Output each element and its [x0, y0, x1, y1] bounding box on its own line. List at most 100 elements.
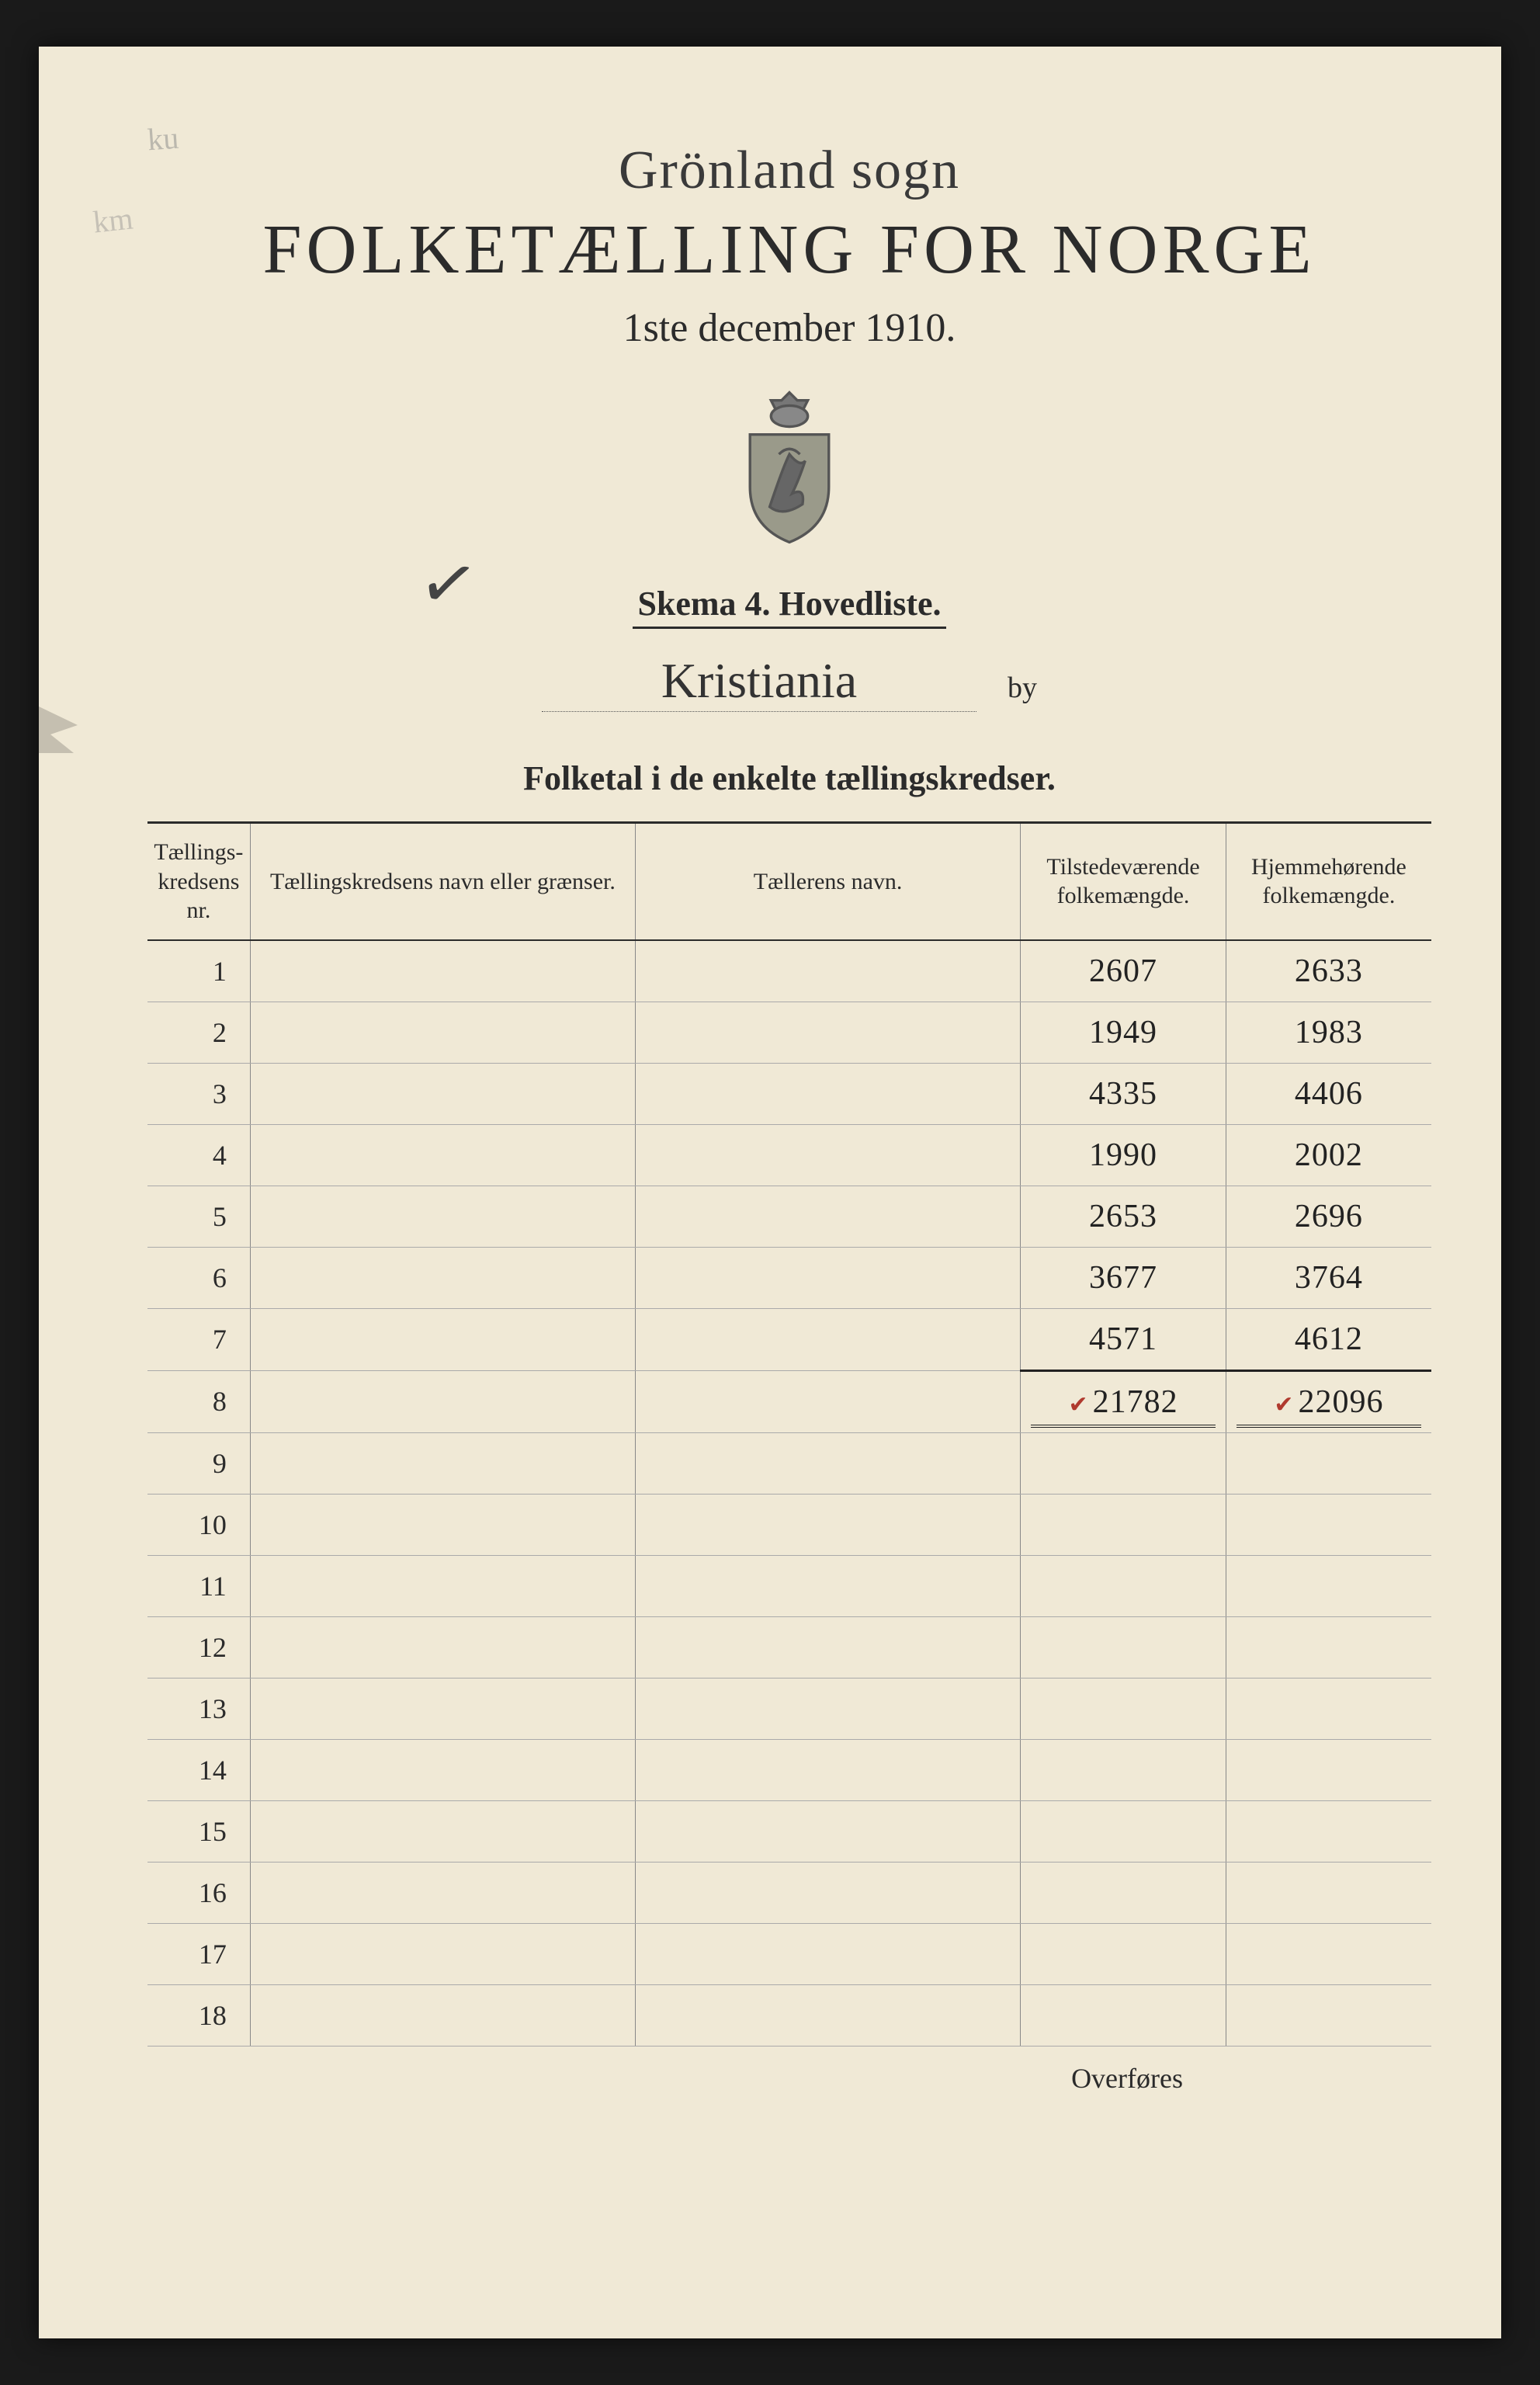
table-row: 10 [147, 1494, 1431, 1555]
city-name-script: Kristiania [542, 652, 976, 712]
cell-name [250, 940, 635, 1002]
paper-tear [39, 706, 78, 753]
cell-tilstede: 4571 [1021, 1308, 1226, 1370]
cell-tilstede [1021, 1494, 1226, 1555]
cell-tilstede: ✔21782 [1021, 1370, 1226, 1432]
cell-hjemme [1226, 1800, 1431, 1862]
table-row: 8✔21782✔22096 [147, 1370, 1431, 1432]
row-number: 9 [147, 1432, 250, 1494]
value-hjemme: 22096 [1298, 1384, 1383, 1420]
cell-tilstede [1021, 1862, 1226, 1923]
cell-tilstede [1021, 1678, 1226, 1739]
cell-hjemme [1226, 1923, 1431, 1984]
table-row: 7 4571 4612 [147, 1308, 1431, 1370]
cell-name [250, 1616, 635, 1678]
table-body: 1260726332194919833433544064199020025265… [147, 940, 1431, 2047]
col-header-hjemme: Hjemmehørendefolkemængde. [1226, 823, 1431, 940]
row-number: 1 [147, 940, 250, 1002]
table-row: 14 [147, 1739, 1431, 1800]
viewport-frame: ku km Grönland sogn FOLKETÆLLING FOR NOR… [0, 0, 1540, 2385]
pencil-note-left: km [92, 200, 135, 240]
cell-teller [636, 1308, 1021, 1370]
cell-hjemme: 2633 [1226, 940, 1431, 1002]
value-hjemme: 4406 [1295, 1076, 1363, 1112]
table-row: 4 19902002 [147, 1124, 1431, 1186]
cell-hjemme: 2696 [1226, 1186, 1431, 1247]
row-number: 5 [147, 1186, 250, 1247]
cell-tilstede [1021, 1739, 1226, 1800]
cell-tilstede: 3677 [1021, 1247, 1226, 1308]
value-hjemme: 2696 [1295, 1199, 1363, 1234]
cell-teller [636, 1616, 1021, 1678]
cell-hjemme: 4612 [1226, 1308, 1431, 1370]
cell-hjemme [1226, 1494, 1431, 1555]
cell-tilstede [1021, 1923, 1226, 1984]
table-header: Tællings-kredsens nr. Tællingskredsens n… [147, 823, 1431, 940]
value-hjemme: 1983 [1295, 1015, 1363, 1050]
cell-teller [636, 1800, 1021, 1862]
cell-hjemme: 4406 [1226, 1063, 1431, 1124]
cell-name [250, 1984, 635, 2046]
coat-of-arms-icon [723, 382, 855, 553]
cell-teller [636, 1186, 1021, 1247]
document-paper: ku km Grönland sogn FOLKETÆLLING FOR NOR… [39, 47, 1501, 2338]
cell-name [250, 1739, 635, 1800]
value-tilstede: 1949 [1089, 1015, 1157, 1050]
cell-tilstede: 2653 [1021, 1186, 1226, 1247]
row-number: 4 [147, 1124, 250, 1186]
row-number: 13 [147, 1678, 250, 1739]
table-row: 18 [147, 1984, 1431, 2046]
row-number: 10 [147, 1494, 250, 1555]
city-line: Kristiania by [147, 652, 1431, 712]
cell-hjemme: 2002 [1226, 1124, 1431, 1186]
cell-teller [636, 1494, 1021, 1555]
census-table: Tællings-kredsens nr. Tællingskredsens n… [147, 821, 1431, 2047]
cell-hjemme: ✔22096 [1226, 1370, 1431, 1432]
cell-tilstede [1021, 1432, 1226, 1494]
value-tilstede: 3677 [1089, 1260, 1157, 1296]
row-number: 16 [147, 1862, 250, 1923]
parish-name-script: Grönland sogn [147, 140, 1431, 202]
cell-teller [636, 1063, 1021, 1124]
table-row: 219491983 [147, 1002, 1431, 1063]
document-date: 1ste december 1910. [147, 305, 1431, 351]
cell-name [250, 1247, 635, 1308]
red-tick-icon: ✔ [1068, 1392, 1087, 1418]
table-row: 636773764 [147, 1247, 1431, 1308]
table-row: 1 2607 2633 [147, 940, 1431, 1002]
cell-name [250, 1124, 635, 1186]
cell-hjemme [1226, 1555, 1431, 1616]
pencil-note-top: ku [146, 120, 179, 158]
cell-tilstede: 4335 [1021, 1063, 1226, 1124]
cell-hjemme [1226, 1984, 1431, 2046]
cell-teller [636, 1555, 1021, 1616]
table-row: 15 [147, 1800, 1431, 1862]
value-tilstede: 2653 [1089, 1199, 1157, 1234]
cell-name [250, 1555, 635, 1616]
form-number-line: Skema 4. Hovedliste. [147, 584, 1431, 629]
cell-hjemme [1226, 1678, 1431, 1739]
cell-teller [636, 940, 1021, 1002]
cell-tilstede [1021, 1555, 1226, 1616]
city-suffix-label: by [1008, 672, 1037, 704]
value-tilstede: 2607 [1089, 953, 1157, 989]
row-number: 18 [147, 1984, 250, 2046]
cell-teller [636, 1923, 1021, 1984]
value-hjemme: 4612 [1295, 1321, 1363, 1357]
row-number: 7 [147, 1308, 250, 1370]
row-number: 6 [147, 1247, 250, 1308]
table-row: 9 [147, 1432, 1431, 1494]
table-row: 17 [147, 1923, 1431, 1984]
cell-hjemme [1226, 1739, 1431, 1800]
row-number: 14 [147, 1739, 250, 1800]
cell-teller [636, 1370, 1021, 1432]
col-header-teller: Tællerens navn. [636, 823, 1021, 940]
table-row: 11 [147, 1555, 1431, 1616]
cell-tilstede: 1990 [1021, 1124, 1226, 1186]
row-number: 15 [147, 1800, 250, 1862]
cell-tilstede [1021, 1800, 1226, 1862]
row-number: 3 [147, 1063, 250, 1124]
table-row: 12 [147, 1616, 1431, 1678]
col-header-name: Tællingskredsens navn eller grænser. [250, 823, 635, 940]
value-tilstede: 4571 [1089, 1321, 1157, 1357]
